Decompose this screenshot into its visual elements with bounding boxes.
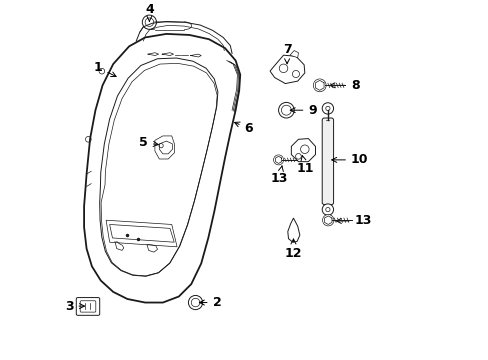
Circle shape bbox=[142, 15, 156, 29]
Circle shape bbox=[281, 105, 291, 115]
Polygon shape bbox=[287, 218, 299, 242]
Polygon shape bbox=[324, 216, 331, 225]
Text: 1: 1 bbox=[94, 61, 116, 77]
Text: 5: 5 bbox=[139, 136, 158, 149]
Circle shape bbox=[322, 103, 333, 114]
Circle shape bbox=[279, 64, 287, 73]
Text: 4: 4 bbox=[145, 3, 153, 21]
Text: 13: 13 bbox=[270, 166, 287, 185]
Polygon shape bbox=[291, 139, 315, 162]
Circle shape bbox=[273, 155, 283, 165]
FancyBboxPatch shape bbox=[322, 118, 333, 204]
Polygon shape bbox=[324, 216, 331, 225]
Text: 9: 9 bbox=[290, 104, 316, 117]
FancyBboxPatch shape bbox=[76, 298, 100, 315]
Circle shape bbox=[292, 71, 299, 77]
Circle shape bbox=[322, 204, 333, 215]
Text: 11: 11 bbox=[296, 156, 314, 175]
Text: 7: 7 bbox=[282, 43, 291, 64]
Circle shape bbox=[313, 79, 325, 92]
Polygon shape bbox=[315, 80, 324, 90]
Circle shape bbox=[278, 102, 294, 118]
Text: 10: 10 bbox=[331, 153, 368, 166]
Polygon shape bbox=[275, 156, 281, 163]
Text: 12: 12 bbox=[284, 239, 302, 260]
Text: 6: 6 bbox=[234, 122, 253, 135]
Text: 13: 13 bbox=[336, 215, 371, 228]
Text: 2: 2 bbox=[199, 296, 221, 309]
Circle shape bbox=[295, 153, 301, 159]
Text: 8: 8 bbox=[329, 79, 359, 92]
Text: 3: 3 bbox=[65, 300, 84, 312]
Polygon shape bbox=[289, 50, 298, 58]
Polygon shape bbox=[275, 156, 281, 163]
Circle shape bbox=[322, 215, 333, 226]
Polygon shape bbox=[269, 55, 304, 84]
Polygon shape bbox=[315, 80, 324, 90]
Circle shape bbox=[300, 145, 308, 153]
Circle shape bbox=[188, 296, 202, 310]
